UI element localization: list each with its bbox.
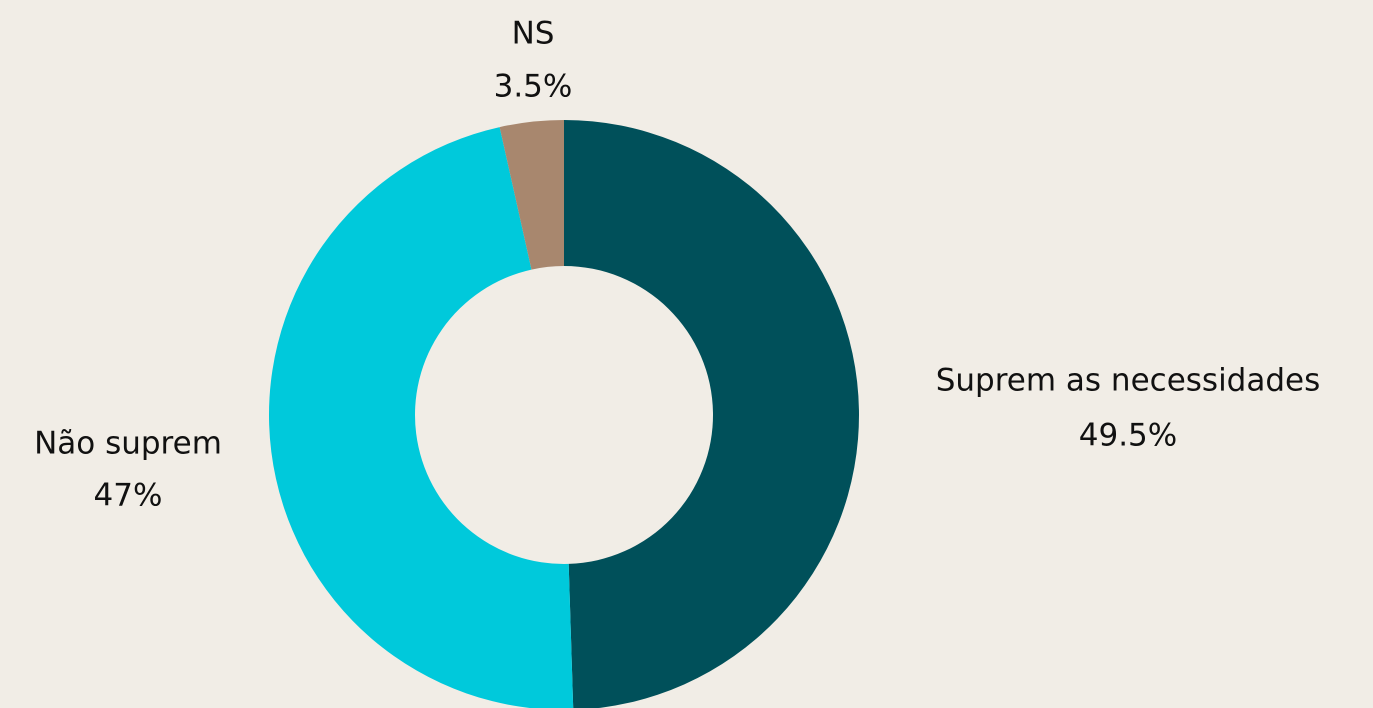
slice-label: Não suprem [34, 426, 222, 462]
value-label: 49.5% [1079, 418, 1177, 454]
value-label: 47% [94, 478, 163, 514]
donut-slice [269, 127, 574, 708]
slice-label: Suprem as necessidades [936, 363, 1321, 399]
donut-slice [499, 120, 564, 270]
value-label: 3.5% [494, 69, 573, 105]
slice-label: NS [512, 16, 555, 52]
donut-slice [564, 120, 859, 708]
